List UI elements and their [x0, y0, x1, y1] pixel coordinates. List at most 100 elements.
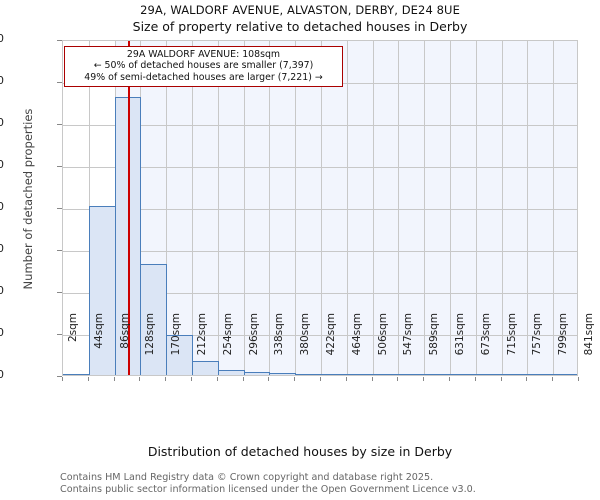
x-tick-mark — [114, 377, 115, 381]
plot-background-shade — [114, 41, 577, 375]
property-size-marker-line — [128, 41, 131, 375]
gridline-horizontal — [63, 125, 577, 126]
gridline-horizontal — [63, 293, 577, 294]
gridline-vertical — [553, 41, 554, 375]
gridline-horizontal — [63, 335, 577, 336]
gridline-vertical — [192, 41, 193, 375]
gridline-vertical — [218, 41, 219, 375]
y-tick-label: 8000 — [0, 32, 4, 45]
x-tick-mark — [449, 377, 450, 381]
y-tick-label: 1000 — [0, 326, 4, 339]
x-tick-mark — [62, 377, 63, 381]
x-tick-label: 44sqm — [92, 313, 105, 349]
x-tick-label: 631sqm — [454, 313, 466, 356]
gridline-vertical — [424, 41, 425, 375]
x-tick-label: 589sqm — [428, 313, 441, 356]
gridline-vertical — [398, 41, 399, 375]
gridline-vertical — [476, 41, 477, 375]
x-tick-mark — [243, 377, 244, 381]
histogram-bar — [88, 205, 116, 375]
x-tick-mark — [139, 377, 140, 381]
gridline-vertical — [347, 41, 348, 375]
histogram-bar — [166, 335, 193, 375]
gridline-vertical — [373, 41, 374, 375]
y-tick-label: 2000 — [0, 284, 4, 297]
gridline-vertical — [269, 41, 270, 375]
footer-line-1: Contains HM Land Registry data © Crown c… — [60, 472, 434, 483]
x-tick-mark — [578, 377, 579, 381]
x-tick-label: 86sqm — [118, 313, 131, 349]
gridline-horizontal — [63, 167, 577, 168]
histogram-bar — [553, 373, 577, 375]
x-tick-mark — [346, 377, 347, 381]
x-tick-label: 841sqm — [583, 313, 595, 356]
x-tick-label: 422sqm — [325, 313, 337, 356]
x-tick-label: 547sqm — [402, 313, 415, 356]
x-tick-mark — [397, 377, 398, 381]
histogram-bar — [114, 96, 142, 375]
x-tick-mark — [268, 377, 269, 381]
x-tick-label: 799sqm — [557, 313, 570, 356]
x-tick-mark — [217, 377, 218, 381]
x-tick-label: 170sqm — [170, 313, 183, 356]
x-tick-mark — [423, 377, 424, 381]
gridline-vertical — [244, 41, 245, 375]
y-tick-mark — [57, 208, 62, 209]
gridline-horizontal — [63, 209, 577, 210]
annotation-line-2: ← 50% of detached houses are smaller (7,… — [93, 60, 314, 72]
y-tick-mark — [57, 124, 62, 125]
x-tick-label: 338sqm — [273, 313, 286, 356]
y-tick-mark — [57, 166, 62, 167]
x-tick-label: 715sqm — [505, 313, 518, 356]
y-tick-label: 6000 — [0, 116, 4, 129]
x-tick-label: 464sqm — [350, 313, 363, 356]
gridline-vertical — [527, 41, 528, 375]
x-tick-label: 506sqm — [376, 313, 389, 356]
y-axis-title: Number of detached properties — [21, 108, 35, 290]
x-tick-mark — [165, 377, 166, 381]
footer-attribution: Contains HM Land Registry data © Crown c… — [60, 472, 476, 495]
y-tick-mark — [57, 82, 62, 83]
y-tick-label: 7000 — [0, 74, 4, 87]
y-tick-mark — [57, 334, 62, 335]
y-tick-mark — [57, 376, 62, 377]
page-title: 29A, WALDORF AVENUE, ALVASTON, DERBY, DE… — [140, 3, 460, 17]
x-tick-label: 673sqm — [479, 313, 492, 356]
x-tick-label: 254sqm — [221, 313, 234, 356]
gridline-vertical — [502, 41, 503, 375]
y-tick-label: 3000 — [0, 242, 4, 255]
x-tick-mark — [526, 377, 527, 381]
annotation-line-3: 49% of semi-detached houses are larger (… — [84, 71, 323, 83]
x-tick-mark — [320, 377, 321, 381]
y-tick-mark — [57, 40, 62, 41]
x-tick-mark — [475, 377, 476, 381]
y-tick-label: 4000 — [0, 200, 4, 213]
x-tick-label: 296sqm — [247, 313, 260, 356]
x-tick-mark — [552, 377, 553, 381]
y-tick-mark — [57, 292, 62, 293]
x-tick-label: 380sqm — [299, 313, 312, 356]
property-annotation-box: 29A WALDORF AVENUE: 108sqm ← 50% of deta… — [64, 46, 343, 88]
y-tick-label: 5000 — [0, 158, 4, 171]
annotation-line-1: 29A WALDORF AVENUE: 108sqm — [126, 49, 281, 60]
gridline-vertical — [166, 41, 167, 375]
gridline-vertical — [450, 41, 451, 375]
y-tick-mark — [57, 250, 62, 251]
x-tick-mark — [372, 377, 373, 381]
x-tick-mark — [191, 377, 192, 381]
chart-subtitle: Size of property relative to detached ho… — [132, 19, 468, 34]
x-tick-mark — [88, 377, 89, 381]
x-tick-label: 2sqm — [67, 313, 79, 343]
x-tick-mark — [501, 377, 502, 381]
histogram-bar — [140, 263, 168, 375]
footer-line-2: Contains public sector information licen… — [60, 483, 476, 495]
x-tick-mark — [294, 377, 295, 381]
x-axis-title: Distribution of detached houses by size … — [147, 444, 453, 459]
plot-area — [62, 40, 578, 376]
x-tick-label: 757sqm — [531, 313, 544, 356]
gridline-vertical — [295, 41, 296, 375]
histogram-bar — [192, 360, 219, 375]
y-tick-label: 0 — [0, 368, 4, 381]
x-tick-label: 212sqm — [196, 313, 208, 356]
